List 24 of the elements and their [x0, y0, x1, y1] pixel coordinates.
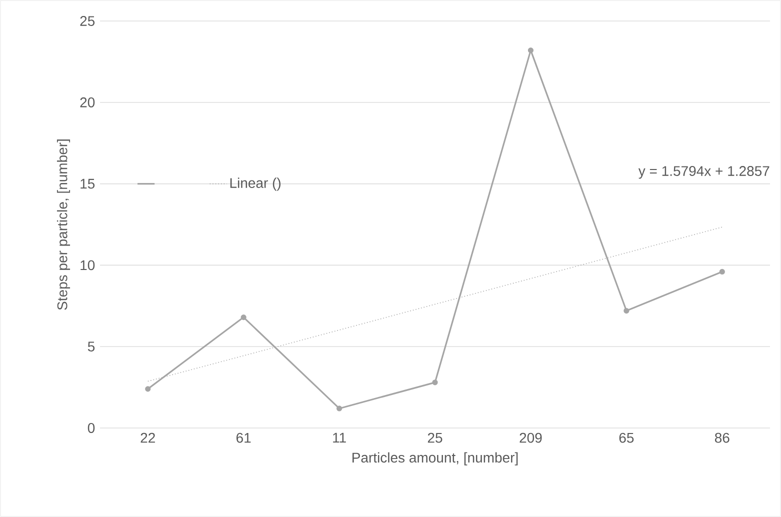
point	[719, 268, 725, 275]
y-tick-label: 5	[88, 342, 95, 352]
y-tick-label: 10	[80, 260, 95, 270]
x-axis-title: Particles amount, [number]	[352, 452, 518, 466]
x-tick-label: 22	[140, 432, 155, 443]
x-tick-label: 61	[236, 432, 251, 443]
point	[528, 48, 534, 54]
annotation: y = 1.5794x + 1.2857	[638, 166, 770, 179]
point	[432, 380, 438, 386]
y-tick-label: 0	[88, 423, 95, 433]
point	[240, 314, 246, 320]
y-axis-title: Steps per particle, [number]	[56, 140, 70, 310]
point	[336, 406, 342, 412]
legend-label: Linear ()	[230, 178, 280, 191]
y-tick-label: 15	[80, 178, 95, 189]
x-tick-label: 209	[520, 432, 542, 443]
x-tick-label: 25	[428, 432, 442, 443]
x-tick-label: 65	[619, 432, 634, 443]
x-tick-label: 11	[333, 432, 346, 442]
point	[145, 386, 151, 392]
y-tick-label: 25	[80, 16, 95, 26]
x-tick-label: 86	[714, 432, 730, 443]
point	[624, 308, 630, 314]
y-tick-label: 20	[80, 97, 95, 108]
